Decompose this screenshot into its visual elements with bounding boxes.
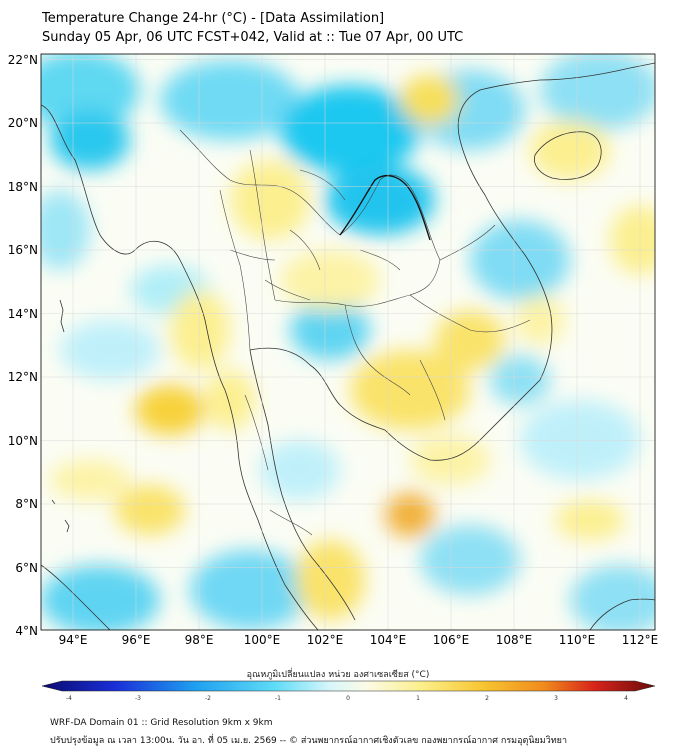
colorbar: -4 -3 -2 -1 0 1 2 3 4 xyxy=(41,680,656,702)
colorbar-tick: 0 xyxy=(346,695,350,702)
colorbar-bar xyxy=(41,680,656,692)
coastline-borders xyxy=(41,62,655,630)
lon-label: 94°E xyxy=(59,633,88,647)
lon-label: 110°E xyxy=(559,633,596,647)
longitude-labels: 94°E 96°E 98°E 100°E 102°E 104°E 106°E 1… xyxy=(59,633,659,647)
lat-label: 4°N xyxy=(15,624,38,638)
lat-label: 12°N xyxy=(8,370,38,384)
graticule xyxy=(41,54,655,630)
lon-label: 104°E xyxy=(370,633,407,647)
colorbar-tick: -1 xyxy=(275,695,281,702)
colorbar-tick: -4 xyxy=(66,695,72,702)
lon-label: 112°E xyxy=(622,633,659,647)
lon-label: 108°E xyxy=(496,633,533,647)
footer-model-info: WRF-DA Domain 01 :: Grid Resolution 9km … xyxy=(50,718,273,728)
colorbar-tick: 4 xyxy=(624,695,628,702)
temperature-change-map: 22°N 20°N 18°N 16°N 14°N 12°N 10°N 8°N 6… xyxy=(8,53,659,647)
lat-label: 10°N xyxy=(8,434,38,448)
colorbar-tick: 1 xyxy=(416,695,420,702)
lon-label: 106°E xyxy=(433,633,470,647)
lat-label: 18°N xyxy=(8,180,38,194)
lat-label: 14°N xyxy=(8,307,38,321)
chart-title: Temperature Change 24-hr (°C) - [Data As… xyxy=(42,11,385,26)
colorbar-tick: 2 xyxy=(485,695,489,702)
colorbar-label: อุณหภูมิเปลี่ยนแปลง หน่วย องศาเซลเซียส (… xyxy=(246,670,430,680)
lat-label: 20°N xyxy=(8,116,38,130)
lon-label: 100°E xyxy=(244,633,281,647)
colorbar-tick: 3 xyxy=(554,695,558,702)
lat-label: 16°N xyxy=(8,243,38,257)
lat-label: 6°N xyxy=(15,561,38,575)
chart-subtitle: Sunday 05 Apr, 06 UTC FCST+042, Valid at… xyxy=(42,30,464,45)
map-frame xyxy=(40,53,656,631)
laos-border xyxy=(339,174,431,241)
footer-credit: ปรับปรุงข้อมูล ณ เวลา 13:00น. วัน อา. ที… xyxy=(50,736,568,746)
lon-label: 96°E xyxy=(122,633,151,647)
lat-label: 22°N xyxy=(8,53,38,67)
colorbar-ticks: -4 -3 -2 -1 0 1 2 3 4 xyxy=(66,695,628,702)
colorbar-tick: -3 xyxy=(135,695,141,702)
latitude-labels: 22°N 20°N 18°N 16°N 14°N 12°N 10°N 8°N 6… xyxy=(8,53,38,638)
temperature-field xyxy=(41,54,655,630)
lon-label: 102°E xyxy=(307,633,344,647)
colorbar-tick: -2 xyxy=(205,695,211,702)
lat-label: 8°N xyxy=(15,497,38,511)
lon-label: 98°E xyxy=(185,633,214,647)
